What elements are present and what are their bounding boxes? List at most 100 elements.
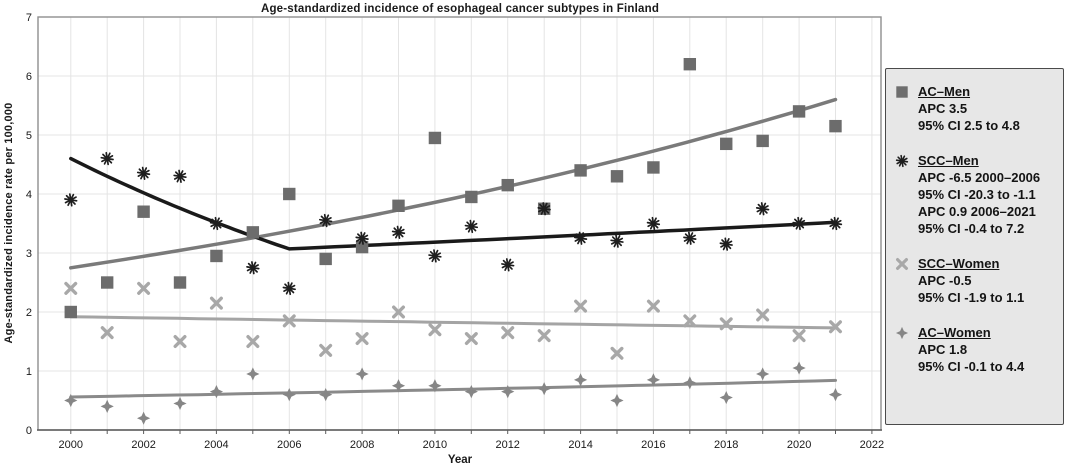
marker-square (210, 249, 223, 263)
marker-asterisk (683, 231, 697, 245)
legend-series-name: SCC–Men (918, 153, 979, 168)
marker-diamond (683, 376, 697, 390)
marker-square (283, 187, 296, 201)
marker-asterisk (355, 231, 369, 245)
legend-item: SCC–Men APC -6.5 2000–2006 95% CI -20.3 to… (894, 152, 1057, 237)
marker-square (392, 199, 405, 212)
legend-apc-line: 95% CI -0.4 to 7.2 (918, 221, 1025, 236)
marker-diamond (537, 382, 551, 396)
series-points-scc-women (64, 281, 842, 360)
x-tick-labels: 2000 2002 2004 2006 2008 2010 2012 2014 2016 2018… (59, 439, 885, 451)
marker-diamond (895, 326, 909, 340)
marker-diamond (391, 379, 406, 393)
y-tick-label: 1 (26, 366, 32, 378)
x-tick-label: 2000 (59, 439, 83, 451)
legend-item: SCC–Women APC -0.5 95% CI -1.9 to 1.1 (894, 255, 1057, 306)
marker-asterisk (246, 261, 260, 275)
legend-entry-text: AC–Men APC 3.5 95% CI 2.5 to 4.8 (918, 83, 1020, 134)
marker-square (792, 105, 806, 118)
marker-square (465, 190, 478, 204)
legend-apc-line: 95% CI -20.3 to -1.1 (918, 187, 1036, 202)
marker-square (610, 170, 624, 183)
marker-asterisk (282, 281, 296, 296)
chart-title: Age-standardized incidence of esophageal… (260, 3, 660, 15)
marker-x (610, 346, 624, 360)
marker-x (137, 281, 151, 295)
y-tick-label: 0 (26, 425, 32, 437)
marker-asterisk (136, 166, 151, 181)
marker-square (173, 276, 187, 289)
x-tick-label: 2004 (204, 439, 228, 451)
trend-line-scc-men (69, 156, 838, 251)
legend-asterisk-icon (894, 152, 918, 174)
marker-diamond (646, 373, 661, 387)
marker-asterisk (100, 151, 114, 166)
marker-asterisk (64, 193, 78, 207)
marker-asterisk (573, 231, 588, 245)
y-tick-label: 7 (26, 12, 32, 24)
series-points-ac-men (64, 58, 842, 319)
marker-square (246, 226, 260, 239)
marker-diamond (756, 367, 770, 381)
marker-diamond (719, 390, 733, 405)
legend-apc-line: APC -0.5 (918, 273, 972, 288)
legend-apc-line: APC 3.5 (918, 101, 968, 116)
marker-square (647, 161, 660, 174)
marker-square (137, 205, 150, 218)
marker-diamond (209, 385, 224, 399)
marker-x (719, 317, 733, 331)
marker-diamond (173, 396, 187, 411)
marker-x (756, 308, 770, 322)
legend: AC–Men APC 3.5 95% CI 2.5 to 4.8 SCC–Men APC… (885, 68, 1064, 425)
legend-x-icon (894, 255, 918, 277)
marker-square (100, 276, 114, 289)
x-tick-label: 2020 (787, 439, 811, 451)
y-tick-label: 3 (26, 248, 32, 260)
marker-x (896, 258, 908, 270)
x-tick-label: 2002 (131, 439, 155, 451)
marker-asterisk (209, 216, 224, 231)
legend-series-name: AC–Women (918, 325, 991, 340)
legend-apc-line: APC 1.8 (918, 342, 968, 357)
marker-diamond (100, 399, 114, 413)
legend-marker-svg (895, 154, 909, 168)
legend-apc-line: 95% CI -0.1 to 4.4 (918, 359, 1025, 374)
marker-asterisk (464, 219, 479, 234)
legend-marker-svg (896, 258, 908, 270)
legend-entry-text: SCC–Men APC -6.5 2000–2006 95% CI -20.3 to… (918, 152, 1040, 237)
legend-apc-line: 95% CI -1.9 to 1.1 (918, 290, 1025, 305)
x-tick-label: 2018 (714, 439, 738, 451)
marker-x (100, 326, 114, 340)
marker-x (646, 299, 660, 313)
x-tick-label: 2012 (495, 439, 519, 451)
marker-square (574, 164, 587, 177)
trend-line-ac-men (69, 97, 838, 270)
marker-x (464, 332, 478, 346)
marker-square (756, 134, 769, 148)
marker-square (683, 58, 697, 71)
legend-apc-line: APC -6.5 2000–2006 (918, 170, 1041, 185)
marker-x (319, 343, 333, 357)
marker-asterisk (755, 202, 770, 216)
legend-series-name: SCC–Women (918, 256, 1000, 271)
marker-x (282, 314, 296, 328)
y-tick-label: 2 (26, 307, 32, 319)
legend-entry-text: SCC–Women APC -0.5 95% CI -1.9 to 1.1 (918, 255, 1024, 306)
marker-asterisk (173, 169, 187, 183)
y-tick-label: 5 (26, 130, 32, 142)
legend-square-icon (894, 83, 918, 105)
marker-asterisk (428, 249, 442, 263)
marker-x (501, 326, 515, 340)
marker-asterisk (537, 202, 551, 216)
marker-diamond (464, 385, 478, 399)
x-axis-label: Year (447, 454, 473, 466)
x-tick-label: 2006 (277, 439, 301, 451)
y-tick-labels: 0 1 2 3 4 5 6 7 (26, 12, 32, 437)
trend-line-ac-women (69, 378, 837, 399)
marker-asterisk (610, 234, 624, 248)
y-tick-label: 4 (26, 189, 32, 201)
marker-diamond (246, 367, 260, 381)
marker-square (720, 137, 733, 151)
